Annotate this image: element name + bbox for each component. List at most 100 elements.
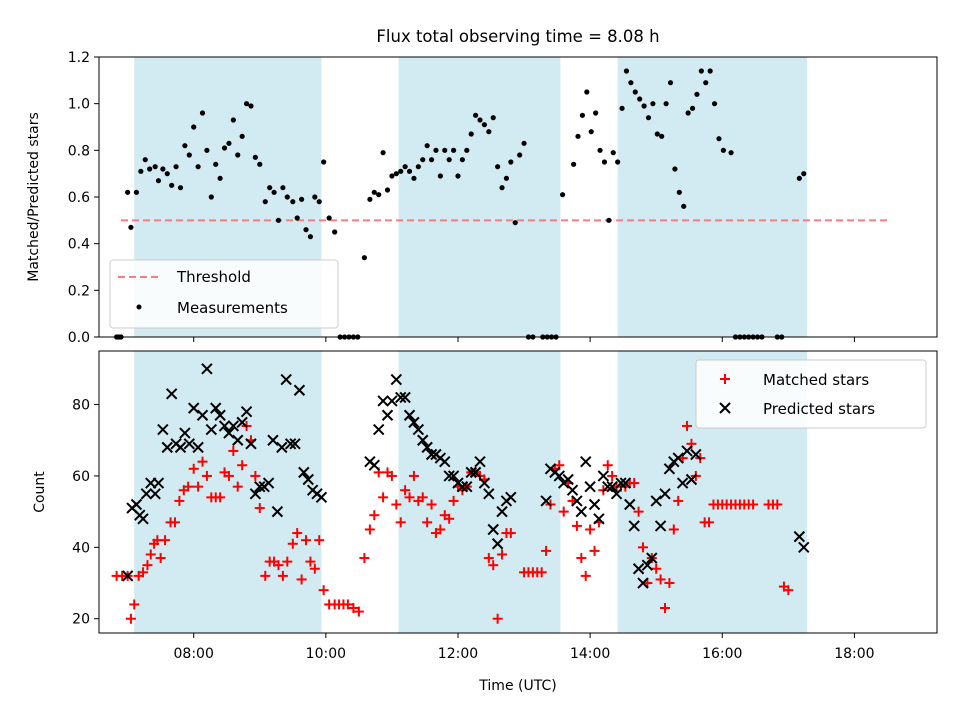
measurement-point (142, 157, 148, 163)
predicted-star-point (793, 530, 806, 543)
predicted-star-point (663, 463, 676, 475)
measurement-point (716, 136, 722, 142)
matched-star-point (580, 570, 591, 581)
predicted-star-point (187, 402, 200, 414)
measurement-point (290, 199, 296, 205)
legend-matched-label: Matched stars (763, 371, 869, 389)
predicted-star-point (571, 495, 583, 507)
matched-star-point (395, 517, 406, 528)
measurement-point (442, 147, 448, 153)
measurement-point (389, 173, 395, 179)
matched-star-point (783, 585, 794, 596)
predicted-star-point (456, 480, 469, 493)
predicted-star-point (293, 384, 306, 396)
measurement-point (326, 215, 332, 221)
matched-star-point (260, 570, 271, 581)
predicted-star-point (632, 563, 645, 575)
observing-band (134, 351, 322, 633)
predicted-star-point (540, 495, 552, 507)
predicted-star-point (390, 373, 403, 386)
matched-star-point (426, 499, 437, 510)
y-tick-label: 0.8 (68, 143, 90, 159)
predicted-star-point (205, 423, 218, 436)
measurement-point (406, 168, 413, 174)
matched-star-point (296, 574, 307, 585)
measurement-point (676, 189, 682, 195)
matched-star-point (400, 485, 411, 496)
predicted-star-point (610, 488, 623, 500)
measurement-point (801, 171, 807, 177)
predicted-star-point (619, 477, 632, 489)
matched-star-point (277, 570, 288, 581)
predicted-star-point (223, 427, 235, 439)
measurement-point (681, 203, 687, 209)
matched-star-point (348, 603, 359, 614)
predicted-star-point (267, 434, 279, 446)
matched-star-point (483, 553, 494, 564)
x-tick-label: 12:00 (438, 646, 478, 662)
predicted-star-point (165, 388, 178, 400)
predicted-star-point (483, 488, 495, 500)
measurement-point (235, 152, 241, 158)
matched-star-point (558, 506, 569, 517)
measurement-point (601, 159, 608, 165)
matched-star-point (682, 420, 693, 431)
predicted-star-point (624, 498, 636, 511)
measurement-point (367, 196, 373, 202)
predicted-star-point (421, 441, 433, 454)
measurement-point (248, 103, 254, 109)
matched-star-point (309, 563, 320, 574)
predicted-star-point (232, 434, 244, 446)
measurement-point (239, 133, 245, 139)
predicted-star-point (659, 488, 671, 500)
legend-x-marker (719, 402, 731, 414)
count-legend-box (695, 359, 927, 429)
measurement-point (133, 189, 140, 195)
measurement-point (186, 152, 192, 158)
legend-measurements-label: Measurements (177, 299, 288, 317)
measurement-point (267, 185, 273, 191)
measurement-point (420, 157, 426, 163)
matched-star-point (602, 460, 613, 471)
predicted-star-point (676, 477, 689, 489)
measurement-point (173, 164, 179, 170)
predicted-star-point (289, 438, 301, 450)
measurement-point (321, 159, 327, 165)
matched-star-point (183, 481, 194, 492)
matched-star-point (160, 535, 171, 546)
matched-star-point (197, 456, 208, 467)
measurement-point (428, 157, 435, 163)
measurement-point (689, 105, 696, 111)
observing-band (398, 351, 561, 633)
predicted-star-point (553, 470, 566, 482)
predicted-star-point (276, 441, 288, 454)
predicted-star-point (461, 480, 473, 493)
matched-star-point (637, 542, 648, 553)
matched-star-point (660, 603, 671, 614)
predicted-star-point (196, 409, 209, 421)
predicted-star-point (685, 473, 698, 486)
measurement-point (411, 175, 417, 181)
measurement-point (508, 159, 514, 165)
measurement-point (243, 101, 250, 107)
predicted-star-point (403, 409, 416, 421)
measurement-point (606, 217, 612, 223)
predicted-star-point (152, 477, 165, 489)
measurement-point (628, 80, 634, 86)
predicted-star-point (183, 438, 196, 450)
x-tick-label: 18:00 (834, 646, 874, 662)
measurement-point (191, 124, 197, 130)
matched-star-point (145, 549, 156, 560)
predicted-star-point (580, 455, 592, 468)
x-tick-label: 08:00 (174, 646, 214, 662)
matched-star-point (408, 470, 419, 481)
legend-predicted-swatch (719, 402, 731, 414)
predicted-star-point (399, 391, 411, 404)
measurement-point (796, 175, 802, 181)
predicted-star-point (690, 448, 702, 461)
measurement-point (262, 199, 268, 205)
predicted-star-point (465, 466, 477, 479)
matched-star-point (353, 606, 364, 617)
measurement-point (490, 115, 496, 121)
